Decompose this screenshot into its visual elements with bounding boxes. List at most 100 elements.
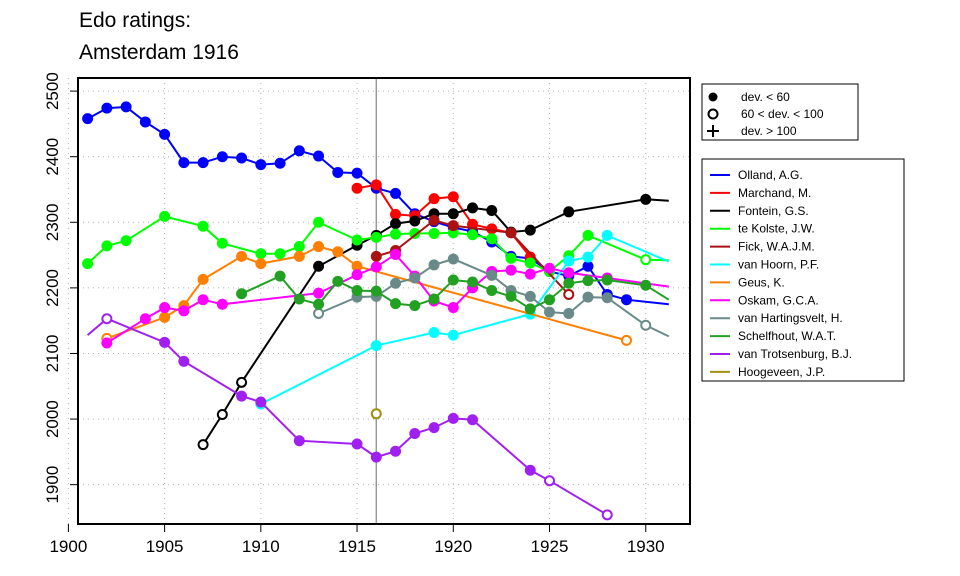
data-point	[178, 157, 190, 169]
data-point	[293, 435, 305, 447]
series-legend-label: van Hartingsvelt, H.	[738, 311, 843, 325]
data-point	[563, 255, 575, 267]
y-tick-label: 2400	[43, 138, 62, 176]
data-point	[82, 113, 94, 125]
data-point	[351, 167, 363, 179]
data-point	[313, 307, 325, 319]
data-point	[313, 298, 325, 310]
data-point	[524, 464, 536, 476]
data-point	[101, 240, 113, 252]
series-group	[197, 193, 669, 451]
marker-legend-symbol	[708, 92, 718, 102]
data-point	[351, 438, 363, 450]
data-point	[313, 260, 325, 272]
data-point	[101, 337, 113, 349]
y-tick-label: 2300	[43, 203, 62, 241]
data-point	[236, 152, 248, 164]
data-point	[274, 157, 286, 169]
data-point	[563, 277, 575, 289]
data-point	[390, 208, 402, 220]
data-point	[505, 227, 517, 239]
data-point	[582, 291, 594, 303]
data-point	[544, 475, 556, 487]
data-point	[428, 293, 440, 305]
data-point	[447, 274, 459, 286]
data-point	[197, 220, 209, 232]
data-point	[544, 262, 556, 274]
data-point	[197, 294, 209, 306]
data-point	[370, 408, 382, 420]
x-tick-label: 1925	[531, 537, 569, 556]
series-legend-label: te Kolste, J.W.	[738, 222, 815, 236]
data-point	[409, 272, 421, 284]
data-point	[255, 396, 267, 408]
series-line	[86, 317, 608, 516]
data-point	[332, 246, 344, 258]
series-legend-label: Fontein, G.S.	[738, 204, 809, 218]
data-point	[467, 414, 479, 426]
data-point	[370, 451, 382, 463]
data-point	[216, 237, 228, 249]
data-point	[486, 204, 498, 216]
data-point	[313, 216, 325, 228]
marker-legend-box	[701, 83, 859, 141]
data-point	[159, 128, 171, 140]
data-point	[390, 248, 402, 260]
data-point	[313, 150, 325, 162]
data-point	[370, 231, 382, 243]
data-point	[447, 412, 459, 424]
series-legend-label: Hoogeveen, J.P.	[738, 365, 825, 379]
data-point	[216, 151, 228, 163]
data-point	[159, 311, 171, 323]
data-point	[505, 264, 517, 276]
data-point	[216, 408, 228, 420]
data-point	[563, 307, 575, 319]
data-point	[640, 254, 652, 266]
data-point	[370, 250, 382, 262]
series-legend: Olland, A.G. Marchand, M. Fontein, G.S. te …	[701, 158, 905, 382]
y-tick-label: 2000	[43, 400, 62, 438]
data-point	[582, 251, 594, 263]
data-point	[197, 157, 209, 169]
data-point	[197, 273, 209, 285]
data-point	[428, 193, 440, 205]
data-point	[236, 288, 248, 300]
series-group	[101, 241, 632, 346]
series-legend-label: Geus, K.	[738, 275, 785, 289]
series-legend-label: Marchand, M.	[738, 186, 811, 200]
data-point	[409, 215, 421, 227]
x-tick-label: 1920	[434, 537, 472, 556]
data-point	[351, 269, 363, 281]
series-group	[86, 313, 613, 521]
data-point	[159, 336, 171, 348]
marker-legend-label: 60 < dev. < 100	[741, 107, 824, 121]
data-point	[620, 294, 632, 306]
data-point	[293, 293, 305, 305]
y-tick-label: 1900	[43, 466, 62, 504]
data-point	[582, 229, 594, 241]
data-point	[370, 261, 382, 273]
data-point	[313, 287, 325, 299]
data-point	[447, 253, 459, 265]
series-line	[106, 245, 627, 342]
series-line	[260, 234, 670, 405]
data-point	[486, 285, 498, 297]
data-point	[447, 191, 459, 203]
data-point	[582, 260, 594, 272]
data-point	[544, 294, 556, 306]
data-point	[101, 313, 113, 325]
data-point	[332, 166, 344, 178]
marker-legend-label: dev. > 100	[741, 124, 797, 138]
data-point	[236, 390, 248, 402]
y-tick-label: 2100	[43, 335, 62, 373]
data-point	[486, 233, 498, 245]
x-tick-label: 1930	[627, 537, 665, 556]
data-point	[409, 427, 421, 439]
data-point	[159, 302, 171, 314]
marker-legend: dev. < 60 60 < dev. < 100 dev. > 100	[701, 83, 859, 141]
y-tick-label: 2500	[43, 72, 62, 110]
data-point	[236, 250, 248, 262]
data-point	[563, 267, 575, 279]
data-point	[409, 300, 421, 312]
data-point	[524, 257, 536, 269]
